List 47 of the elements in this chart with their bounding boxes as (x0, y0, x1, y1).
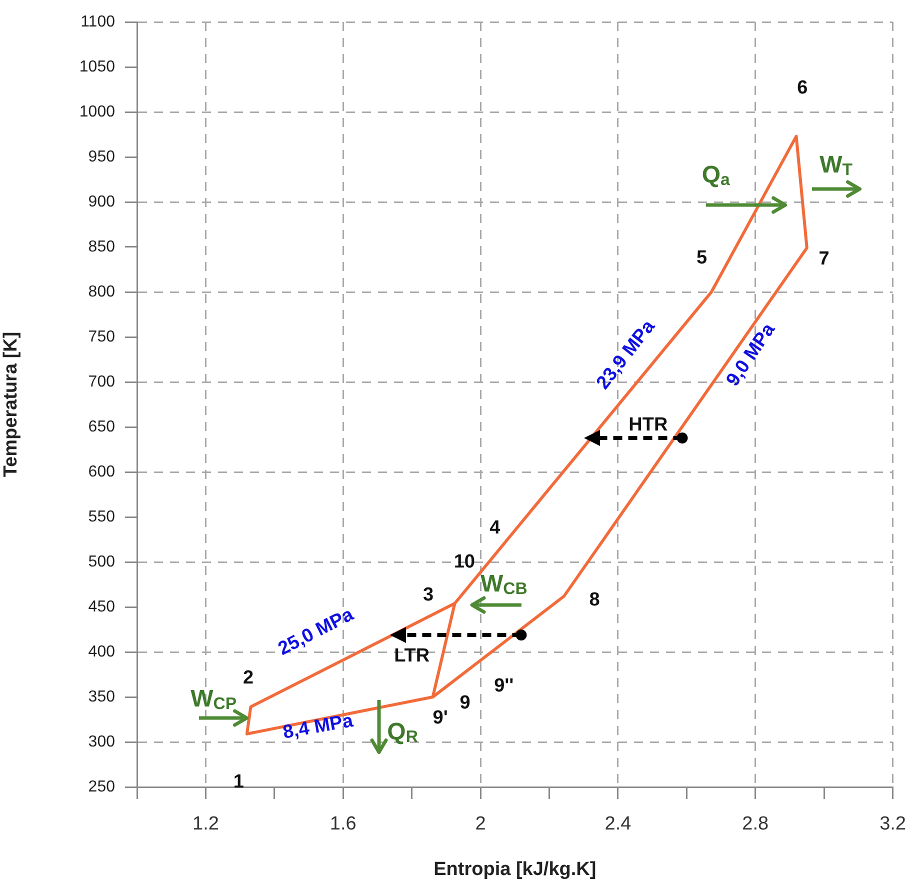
annotation: 6 (797, 77, 808, 98)
annotation: W$_{CB}$ (480, 570, 528, 598)
annotation: 4 (490, 517, 500, 538)
y-tick-label: 250 (88, 778, 116, 796)
annotation: 1 (233, 771, 244, 792)
y-tick-label: 500 (88, 553, 116, 570)
x-tick-label: 2.4 (604, 814, 632, 835)
annotation: 10 (454, 552, 475, 572)
x-tick-label: 1.2 (192, 814, 219, 835)
annotation: 9'' (494, 676, 514, 697)
annotation: 9 (460, 692, 470, 714)
annotation: W$_{T}$ (820, 151, 853, 179)
y-tick-label: 800 (88, 283, 116, 300)
annotation: 5 (696, 247, 708, 268)
annotation: 2 (243, 668, 254, 689)
y-tick-label: 900 (88, 193, 116, 210)
y-tick-label: 1050 (79, 58, 116, 76)
y-tick-label: 850 (88, 238, 116, 256)
x-tick-label: 3.2 (880, 814, 906, 835)
annotation: Q$_{R}$ (387, 718, 418, 746)
y-tick-label: 1000 (79, 103, 116, 120)
x-tick-label: 2.8 (742, 814, 769, 835)
y-tick-label: 750 (88, 328, 116, 346)
annotation: HTR (628, 414, 668, 436)
annotation: 25,0 MPa (274, 604, 357, 660)
x-tick-label: 1.6 (330, 814, 356, 835)
y-tick-label: 450 (88, 598, 116, 616)
y-tick-label: 600 (88, 463, 116, 480)
y-tick-label: 1100 (80, 13, 116, 30)
y-tick-label: 700 (88, 373, 116, 390)
y-tick-label: 550 (88, 508, 116, 526)
annotation: W$_{CP}$ (190, 685, 237, 713)
x-tick-label: 2 (475, 814, 486, 835)
annotation: Q$_{a}$ (702, 161, 730, 189)
annotation: LTR (394, 645, 430, 666)
y-tick-label: 400 (88, 643, 116, 660)
y-tick-label: 350 (88, 688, 116, 706)
annotation: 9' (432, 707, 448, 728)
y-tick-label: 950 (88, 148, 116, 166)
annotation: 8 (589, 589, 600, 610)
y-tick-label: 650 (88, 418, 116, 436)
annotation: 7 (818, 248, 830, 270)
y-axis-title: Temperatura [K] (0, 332, 22, 478)
y-tick-label: 300 (88, 733, 116, 750)
annotation: 3 (423, 584, 434, 606)
x-axis-title: Entropia [kJ/kg.K] (434, 858, 596, 880)
annotation: 8,4 MPa (281, 710, 355, 744)
